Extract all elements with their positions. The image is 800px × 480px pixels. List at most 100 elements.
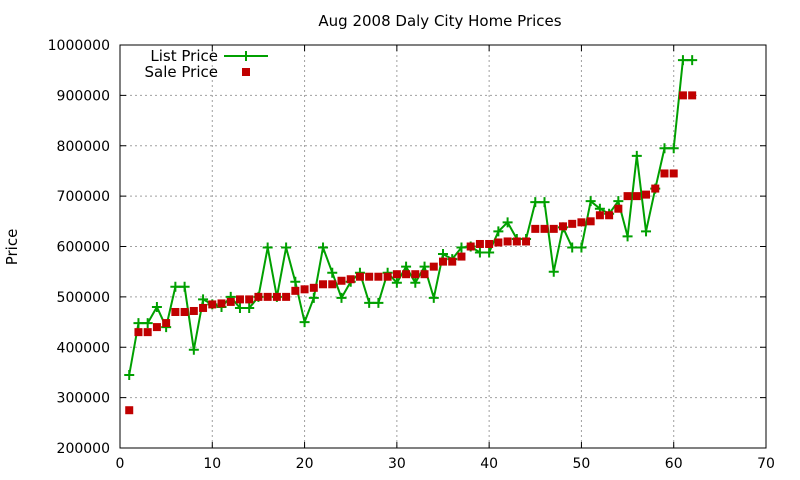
list-price-point	[179, 281, 190, 292]
sale-price-point	[466, 242, 475, 251]
list-price-point	[585, 196, 596, 207]
sale-price-point	[420, 270, 429, 279]
list-price-point	[327, 267, 338, 278]
sale-price-point	[319, 280, 328, 289]
list-price-point	[170, 281, 181, 292]
list-price-point	[234, 302, 245, 313]
sale-price-point	[254, 292, 263, 301]
sale-price-point	[402, 270, 411, 279]
list-price-point	[456, 242, 467, 253]
sale-price-point	[245, 295, 254, 304]
sale-price-point	[189, 306, 198, 315]
y-tick-label: 400000	[57, 340, 110, 356]
sale-price-point	[558, 222, 567, 231]
sale-price-point	[162, 319, 171, 328]
x-tick-label: 60	[665, 456, 683, 472]
list-price-point	[428, 292, 439, 303]
sale-price-point	[503, 237, 512, 246]
list-price-point	[539, 197, 550, 208]
sale-price-point	[337, 276, 346, 285]
list-price-point	[188, 344, 199, 355]
list-price-point	[631, 150, 642, 161]
grid-lines	[120, 45, 766, 448]
y-tick-label: 500000	[57, 290, 110, 306]
sale-price-point	[180, 307, 189, 316]
list-price-point	[336, 292, 347, 303]
list-price-point	[281, 242, 292, 253]
sale-price-point	[688, 91, 697, 100]
y-tick-label: 600000	[57, 240, 110, 256]
x-tick-label: 50	[573, 456, 591, 472]
sale-price-point	[365, 272, 374, 281]
list-price-point	[410, 277, 421, 288]
x-tick-label: 70	[757, 456, 775, 472]
sale-price-point	[586, 217, 595, 226]
x-tick-label: 0	[116, 456, 125, 472]
list-price-point	[262, 242, 273, 253]
sale-price-point	[346, 275, 355, 284]
sale-price-point	[235, 295, 244, 304]
sale-price-point	[125, 406, 134, 415]
list-price-point	[613, 196, 624, 207]
list-price-point	[502, 217, 513, 228]
list-price-point	[474, 247, 485, 258]
sale-price-point	[374, 272, 383, 281]
legend-marker-sale-price	[242, 68, 250, 76]
sale-price-point	[291, 286, 300, 295]
sale-price-point	[614, 204, 623, 213]
list-price-point	[318, 242, 329, 253]
sale-price-point	[678, 91, 687, 100]
sale-price-point	[605, 211, 614, 220]
list-price-point	[548, 266, 559, 277]
sale-price-point	[494, 238, 503, 247]
list-price-point	[391, 277, 402, 288]
list-price-point	[124, 369, 135, 380]
sale-price-point	[171, 307, 180, 316]
sale-price-point	[632, 192, 641, 201]
sale-price-point	[282, 292, 291, 301]
sale-price-point	[152, 323, 161, 332]
y-tick-label: 900000	[57, 88, 110, 104]
list-price-point	[142, 318, 153, 329]
sale-price-point	[208, 300, 217, 309]
list-price-point	[641, 226, 652, 237]
sale-price-point	[143, 328, 152, 337]
list-price-point	[567, 242, 578, 253]
sale-price-point	[448, 257, 457, 266]
list-price-point	[299, 317, 310, 328]
sale-price-point	[272, 292, 281, 301]
y-tick-label: 700000	[57, 189, 110, 205]
sale-price-point	[549, 224, 558, 233]
list-price-point	[133, 318, 144, 329]
list-price-point	[530, 197, 541, 208]
list-price-point	[493, 226, 504, 237]
sale-price-series	[125, 91, 697, 415]
list-price-point	[687, 55, 698, 66]
chart-title: Aug 2008 Daly City Home Prices	[318, 12, 561, 30]
y-tick-label: 800000	[57, 139, 110, 155]
legend-label-list-price: List Price	[150, 47, 218, 65]
list-price-point	[198, 294, 209, 305]
list-price-point	[677, 55, 688, 66]
legend-marker-list-price	[241, 51, 251, 61]
y-tick-label: 1000000	[48, 38, 110, 54]
sale-price-point	[577, 218, 586, 227]
axis-ticks: 0 10 20 30 40 50 60 70 200000 300000 400000 500000 6…	[48, 38, 775, 472]
sale-price-point	[309, 283, 318, 292]
sale-price-point	[217, 299, 226, 308]
sale-price-point	[568, 219, 577, 228]
data-series	[124, 55, 698, 415]
y-axis-label: Price	[3, 229, 21, 266]
x-tick-label: 20	[296, 456, 314, 472]
sale-price-point	[540, 224, 549, 233]
list-price-point	[308, 292, 319, 303]
list-price-point	[364, 297, 375, 308]
list-price-point	[401, 261, 412, 272]
sale-price-point	[595, 211, 604, 220]
sale-price-point	[134, 328, 143, 337]
sale-price-point	[642, 190, 651, 199]
list-price-point	[668, 143, 679, 154]
list-price-point	[244, 302, 255, 313]
